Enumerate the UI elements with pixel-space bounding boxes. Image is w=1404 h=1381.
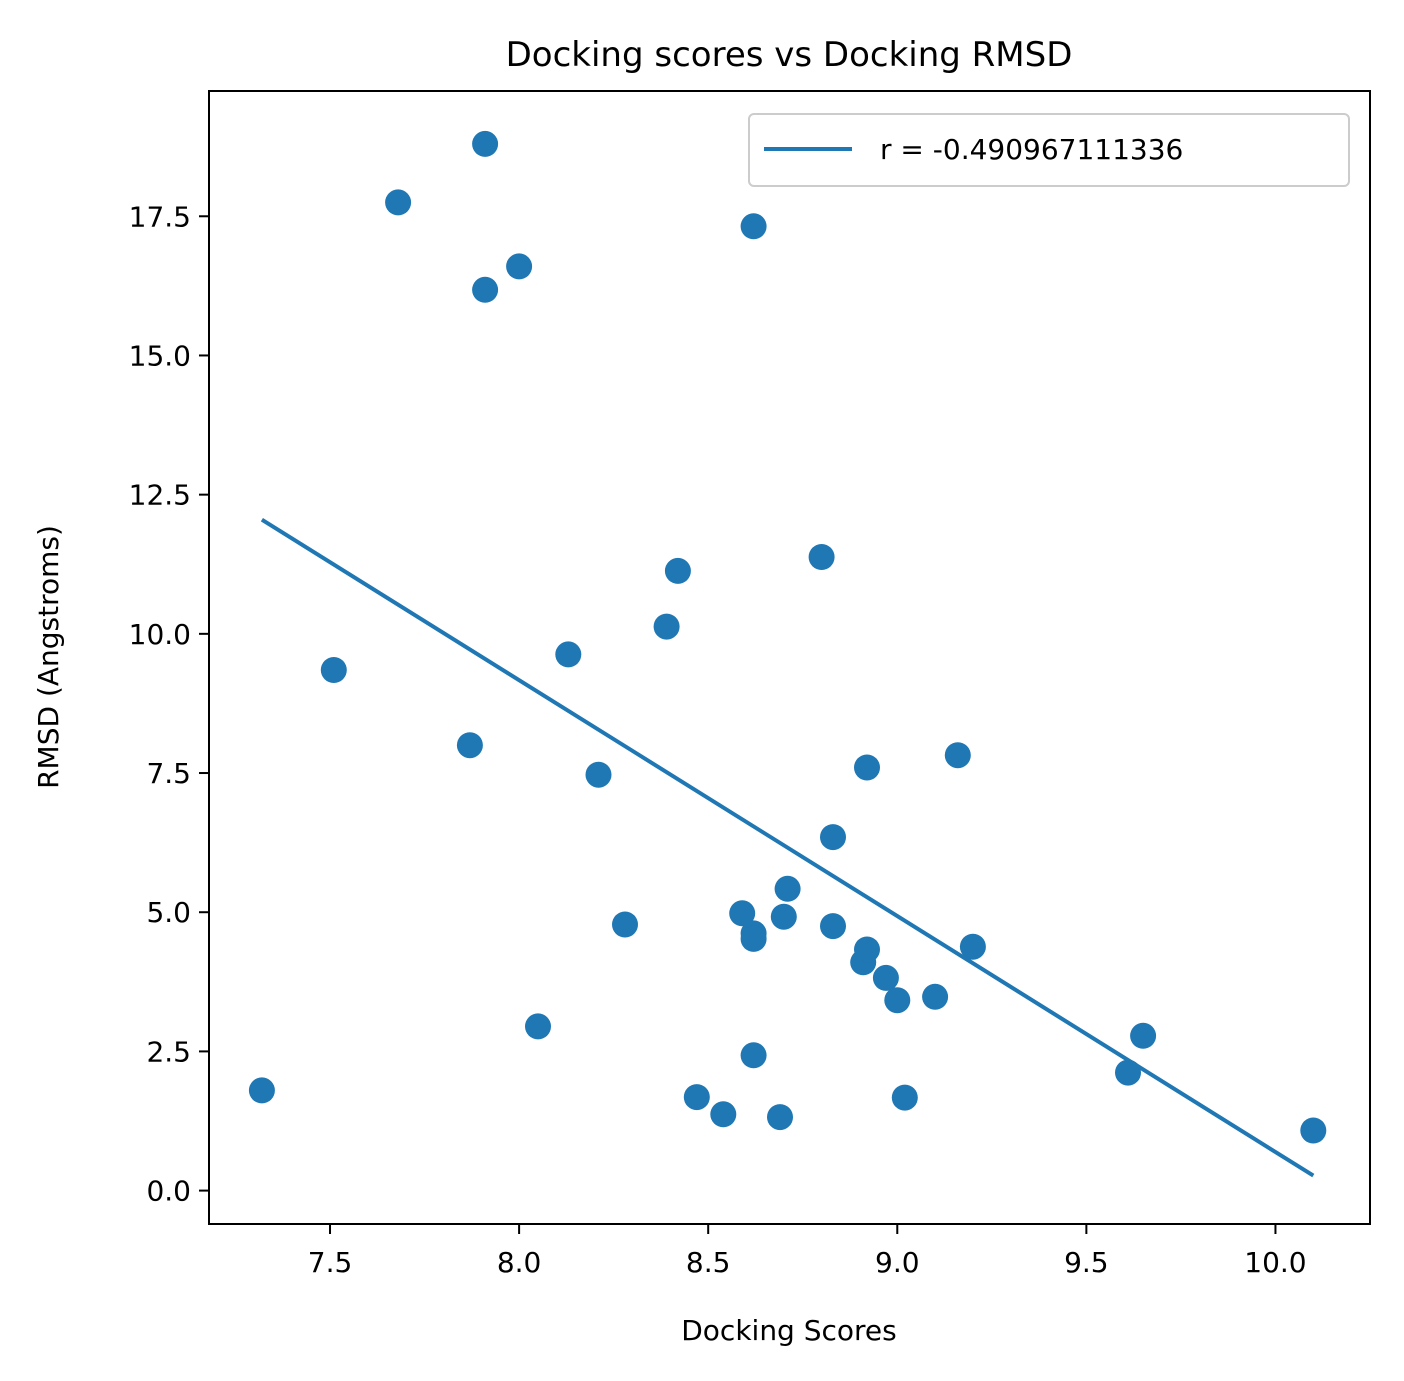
data-point [456,732,483,759]
data-point [891,1084,918,1111]
data-point [740,1042,767,1069]
data-point [555,641,582,668]
y-tick-label: 0.0 [146,1175,191,1208]
x-tick-label: 8.5 [686,1246,731,1279]
data-point [612,911,638,938]
data-point [248,1077,275,1104]
data-point [664,557,691,584]
y-axis: 0.0 2.5 5.0 7.5 10.0 12.5 15.0 17.5 [129,200,209,1208]
data-point [729,900,756,927]
x-tick-label: 9.5 [1064,1246,1109,1279]
data-point [385,189,412,216]
data-point [1130,1022,1157,1049]
data-point [884,987,911,1014]
y-tick-label: 15.0 [129,339,191,372]
data-point [770,903,797,930]
y-tick-label: 7.5 [146,757,191,790]
y-tick-label: 17.5 [129,200,191,233]
data-point [808,544,835,570]
x-tick-label: 7.5 [308,1246,353,1279]
data-point [653,613,680,640]
y-tick-label: 2.5 [146,1035,191,1068]
x-axis: 7.5 8.0 8.5 9.0 9.5 10.0 [308,1224,1307,1279]
data-point [585,761,612,788]
data-point [740,925,767,952]
data-point [525,1013,551,1040]
legend: r = -0.490967111336 [748,113,1350,187]
y-tick-label: 5.0 [146,896,191,929]
data-point [472,276,499,303]
data-point [320,657,347,683]
regression-line [260,518,1315,1178]
plot-area [248,130,1327,1178]
axes-frame [208,90,1371,1225]
data-point [872,964,899,991]
legend-entry: r = -0.490967111336 [880,133,1183,166]
data-point [506,253,533,280]
x-tick-label: 9.0 [875,1246,920,1279]
data-point [767,1104,793,1131]
data-point [820,824,846,851]
data-point [683,1084,710,1111]
data-point [854,936,880,963]
data-point [774,875,801,902]
y-tick-label: 12.5 [129,479,191,512]
chart-title: Docking scores vs Docking RMSD [506,35,1073,75]
data-point [710,1101,737,1128]
data-point [820,913,846,940]
data-point [944,742,971,769]
data-point [740,213,767,240]
data-point [472,130,499,157]
y-axis-label: RMSD (Angstroms) [32,525,65,789]
y-tick-label: 10.0 [129,618,191,651]
data-point [854,754,880,781]
legend-box [748,113,1350,187]
x-axis-label: Docking Scores [681,1314,897,1347]
data-point [922,983,949,1010]
x-tick-label: 10.0 [1244,1246,1306,1279]
x-tick-label: 8.0 [497,1246,542,1279]
data-point [1300,1117,1327,1144]
data-point [959,933,986,960]
